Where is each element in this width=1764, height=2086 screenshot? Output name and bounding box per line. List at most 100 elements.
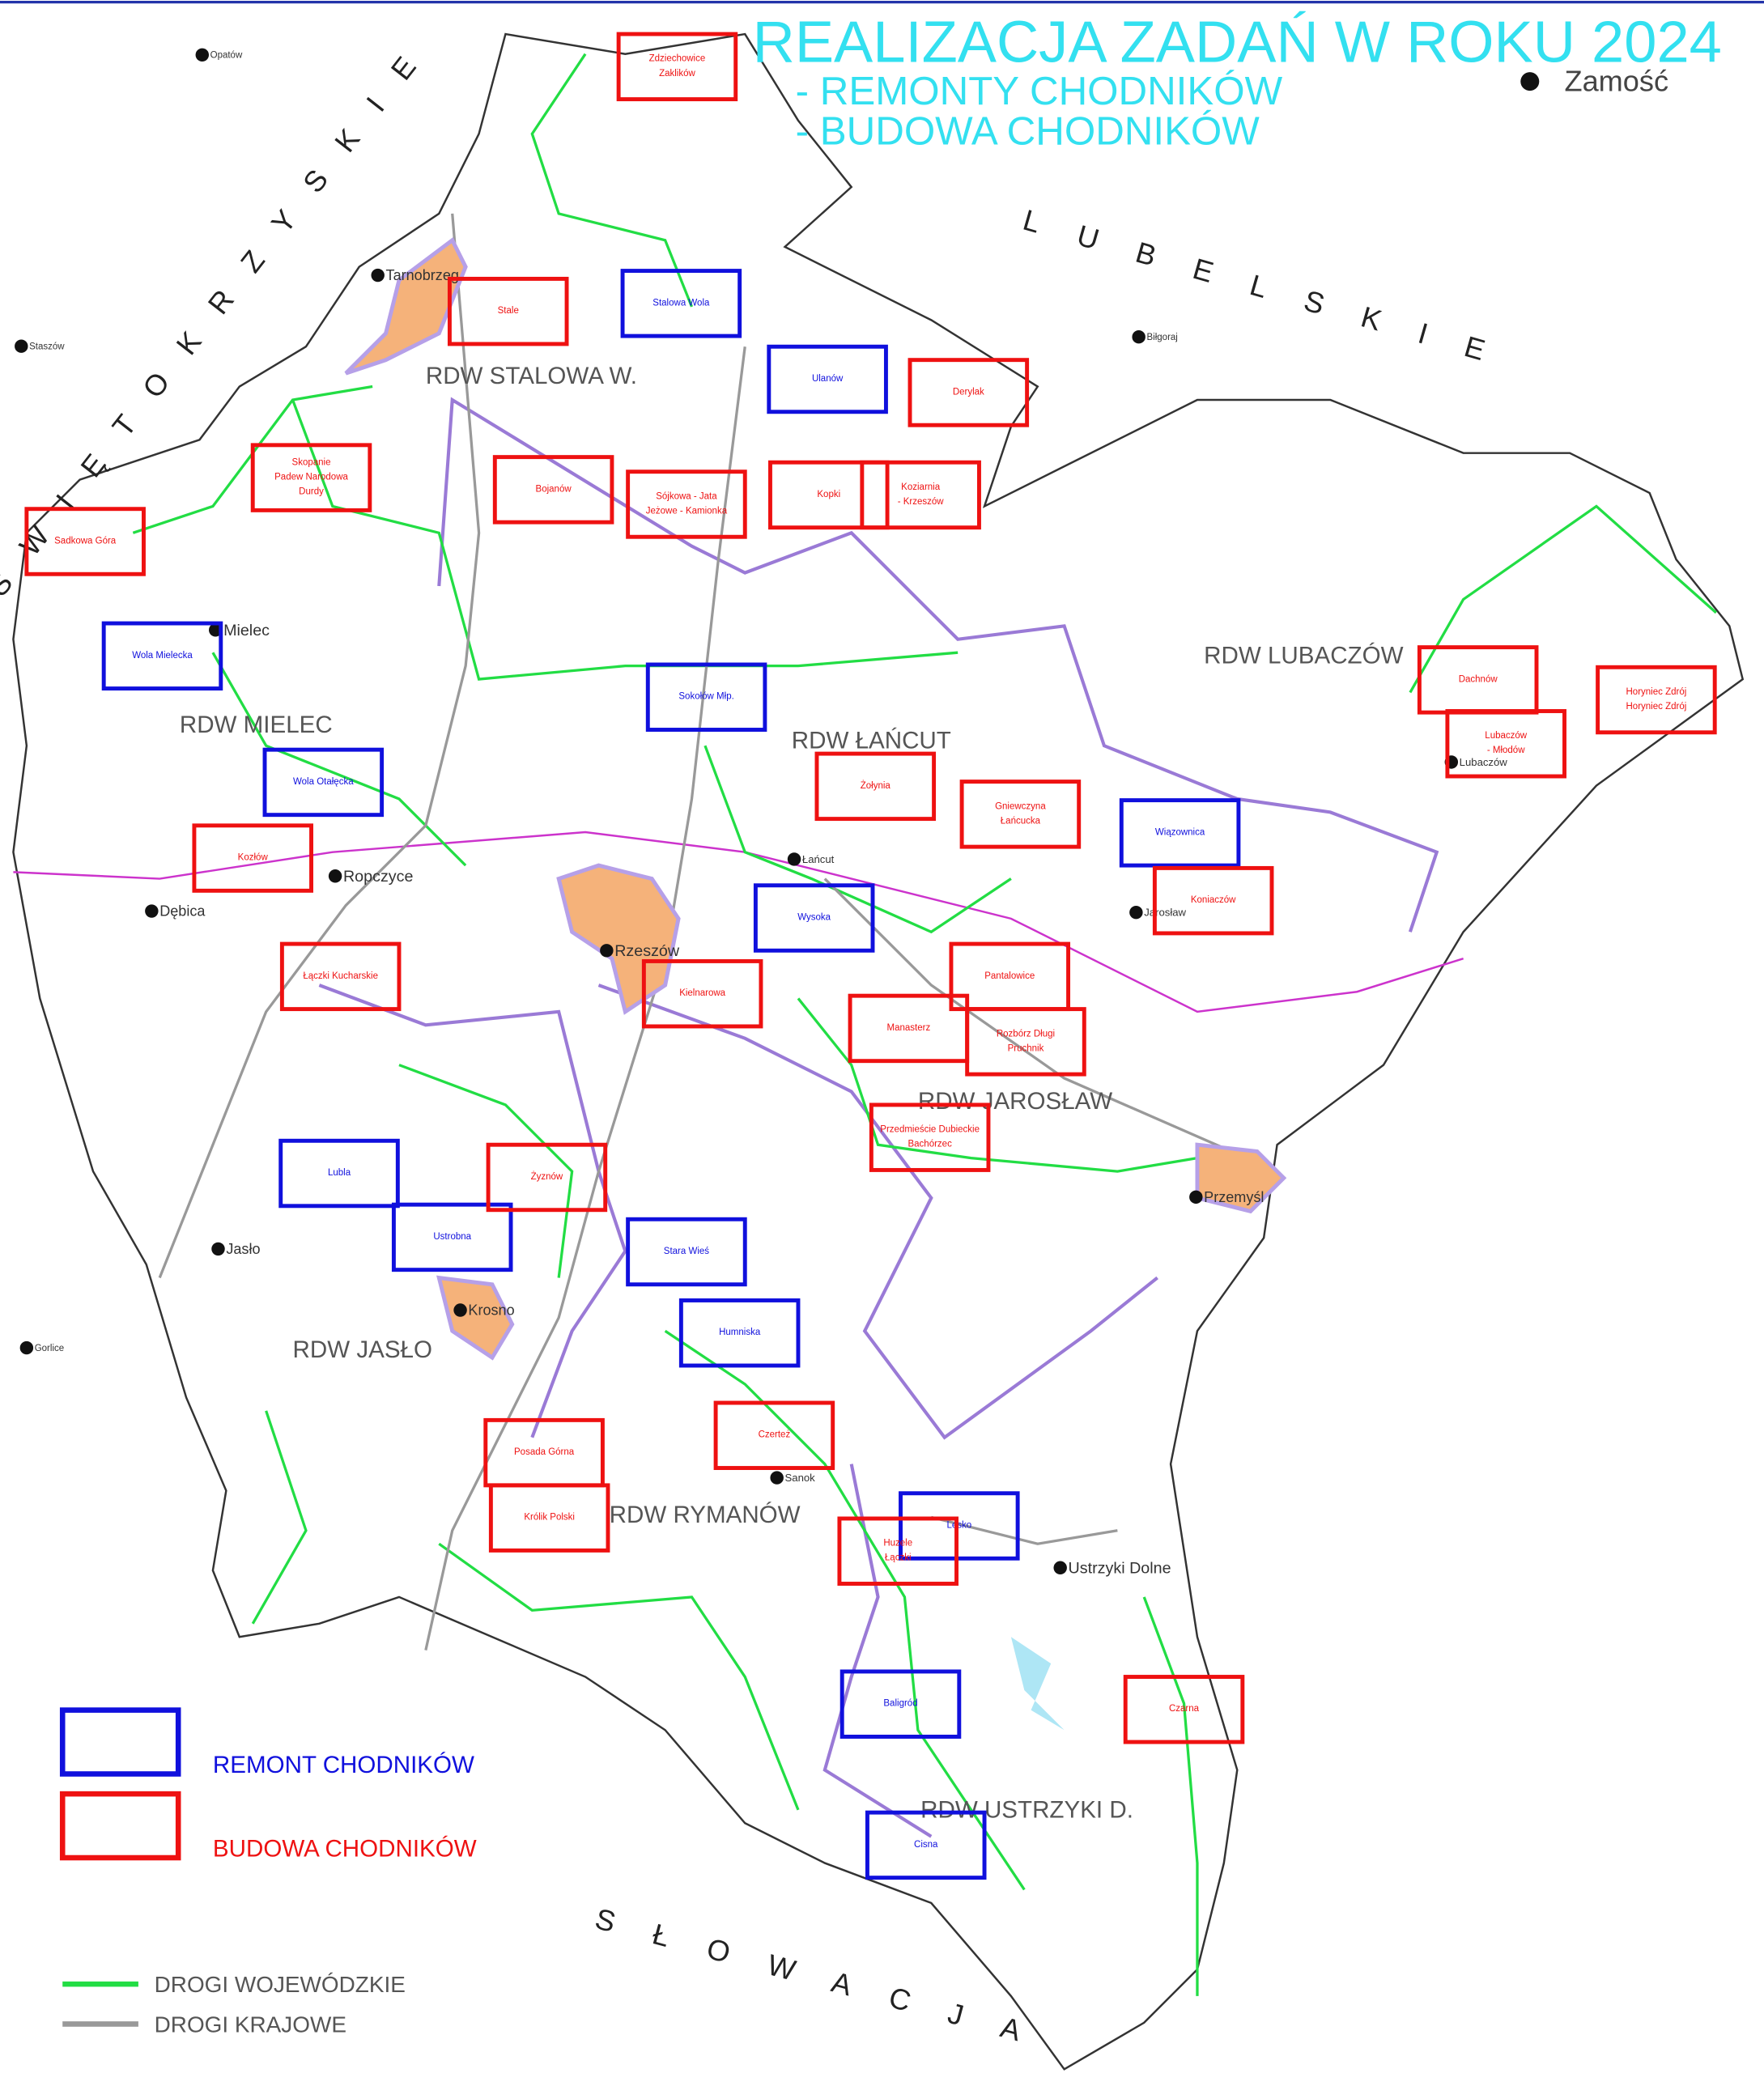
- box-label: Jeżowe - Kamionka: [646, 506, 728, 516]
- city-label: Rzeszów: [614, 942, 680, 960]
- box-label: Padew Narodowa: [274, 473, 348, 482]
- box-label: Lubaczów: [1485, 731, 1527, 741]
- box-label: - Krzeszów: [898, 497, 945, 507]
- city-label: Łańcut: [802, 853, 835, 865]
- box-label: Lubla: [328, 1168, 351, 1178]
- district-label: RDW MIELEC: [180, 712, 333, 738]
- city-label: Gorlice: [35, 1344, 64, 1353]
- box-label: Humniska: [719, 1328, 761, 1337]
- box-label: Stale: [498, 306, 519, 316]
- box-label: Cisna: [914, 1840, 938, 1850]
- city-dot: [1189, 1191, 1202, 1204]
- box-label: Horyniec Zdrój: [1626, 702, 1687, 712]
- district-label: RDW JASŁO: [293, 1336, 432, 1363]
- city-dot: [20, 1341, 33, 1354]
- page: REALIZACJA ZADAŃ W ROKU 2024 - REMONTY C…: [0, 0, 1764, 2086]
- city-dot: [1053, 1561, 1066, 1574]
- city-dot: [15, 339, 28, 352]
- district-label: RDW RYMANÓW: [610, 1502, 801, 1528]
- box-label: Lesko: [946, 1520, 971, 1530]
- city-label: Opatów: [210, 51, 243, 61]
- box-label: Kozłów: [238, 853, 269, 863]
- box-label: Horyniec Zdrój: [1626, 687, 1687, 697]
- box-label: Huzele: [883, 1539, 912, 1549]
- box-label: Skopanie: [292, 457, 331, 467]
- city-dot: [453, 1303, 466, 1316]
- box-label: Sokołów Młp.: [678, 692, 733, 702]
- city-label: Sanok: [785, 1472, 816, 1484]
- legend-budowa: BUDOWA CHODNIKÓW: [213, 1835, 477, 1862]
- box-label: Manasterz: [887, 1023, 931, 1033]
- box-label: Rozbórz Długi: [997, 1029, 1055, 1039]
- city-label: Dębica: [159, 903, 206, 920]
- box-label: Zdziechowice: [649, 54, 706, 64]
- city-label: Ropczyce: [343, 868, 414, 886]
- map: REALIZACJA ZADAŃ W ROKU 2024 - REMONTY C…: [0, 0, 1764, 2086]
- subtitle: - REMONTY CHODNIKÓW: [796, 69, 1283, 113]
- box-label: Wola Otałęcka: [293, 777, 354, 787]
- box-label: Czerteż: [759, 1430, 791, 1440]
- city-label: Krosno: [468, 1302, 514, 1319]
- box-label: Pruchnik: [1008, 1043, 1044, 1053]
- box-label: Ustrobna: [433, 1232, 471, 1242]
- city-dot: [329, 869, 342, 882]
- city-label: Mielec: [223, 622, 270, 639]
- city-dot: [770, 1471, 783, 1484]
- box-label: Kopki: [817, 490, 840, 499]
- box-label: Bachórzec: [908, 1140, 952, 1149]
- district-label: RDW USTRZYKI D.: [920, 1797, 1133, 1824]
- legend-remont: REMONT CHODNIKÓW: [213, 1752, 474, 1778]
- district-label: RDW LUBACZÓW: [1204, 642, 1403, 669]
- box-label: Stalowa Wola: [652, 298, 710, 308]
- box-label: Koziarnia: [901, 482, 941, 492]
- box-label: Żyznów: [531, 1171, 563, 1182]
- box-label: Derylak: [953, 387, 984, 397]
- box-label: Baligród: [883, 1699, 917, 1709]
- box-label: Durdy: [299, 487, 324, 497]
- box-label: Sójkowa - Jata: [656, 491, 717, 501]
- city-label: Przemyśl: [1204, 1189, 1264, 1205]
- box-label: Bojanów: [536, 484, 572, 494]
- box-label: Ulanów: [812, 374, 844, 384]
- city-label: Staszów: [29, 342, 65, 352]
- city-label: Biłgoraj: [1147, 333, 1178, 342]
- box-label: - Młodów: [1487, 746, 1525, 755]
- city-dot: [1129, 906, 1142, 919]
- box-label: Przedmieście Dubieckie: [880, 1125, 980, 1135]
- box-label: Stara Wieś: [664, 1247, 709, 1256]
- box-label: Koniaczów: [1191, 895, 1236, 905]
- box-label: Wola Mielecka: [132, 651, 193, 661]
- box-label: Wiązownica: [1155, 827, 1205, 837]
- district-label: RDW JAROSŁAW: [918, 1088, 1112, 1115]
- box-label: Łączki Kucharskie: [303, 971, 378, 981]
- box-label: Kielnarowa: [679, 988, 725, 998]
- box-label: Żołynia: [861, 780, 891, 791]
- box-label: Zaklików: [659, 69, 695, 79]
- district-label: RDW STALOWA W.: [426, 363, 637, 389]
- city-label: Jasło: [226, 1241, 260, 1257]
- legend-roads-voivodeship: DROGI WOJEWÓDZKIE: [155, 1972, 406, 1997]
- city-dot: [196, 49, 209, 62]
- city-dot: [211, 1243, 224, 1255]
- box-label: Królik Polski: [524, 1513, 575, 1523]
- box-label: Sadkowa Góra: [54, 536, 117, 546]
- box-label: Czarna: [1169, 1704, 1200, 1714]
- city-dot: [1520, 72, 1539, 91]
- box-label: Łączki: [885, 1553, 912, 1563]
- city-dot: [371, 269, 384, 282]
- city-dot: [600, 944, 613, 957]
- city-dot: [788, 852, 801, 865]
- box-label: Wysoka: [797, 912, 831, 922]
- district-label: RDW ŁAŃCUT: [792, 728, 951, 754]
- city-dot: [1132, 330, 1145, 343]
- city-label: Jarosław: [1144, 907, 1186, 919]
- box-label: Dachnów: [1459, 674, 1498, 684]
- box-label: Posada Górna: [514, 1447, 575, 1457]
- city-label: Lubaczów: [1460, 756, 1508, 768]
- subtitle: - BUDOWA CHODNIKÓW: [796, 108, 1260, 153]
- legend-roads-national: DROGI KRAJOWE: [155, 2012, 346, 2037]
- box-label: Gniewczyna: [995, 801, 1046, 811]
- city-dot: [145, 904, 158, 917]
- box-label: Łańcucka: [1001, 816, 1041, 826]
- city-label: Ustrzyki Dolne: [1069, 1559, 1171, 1577]
